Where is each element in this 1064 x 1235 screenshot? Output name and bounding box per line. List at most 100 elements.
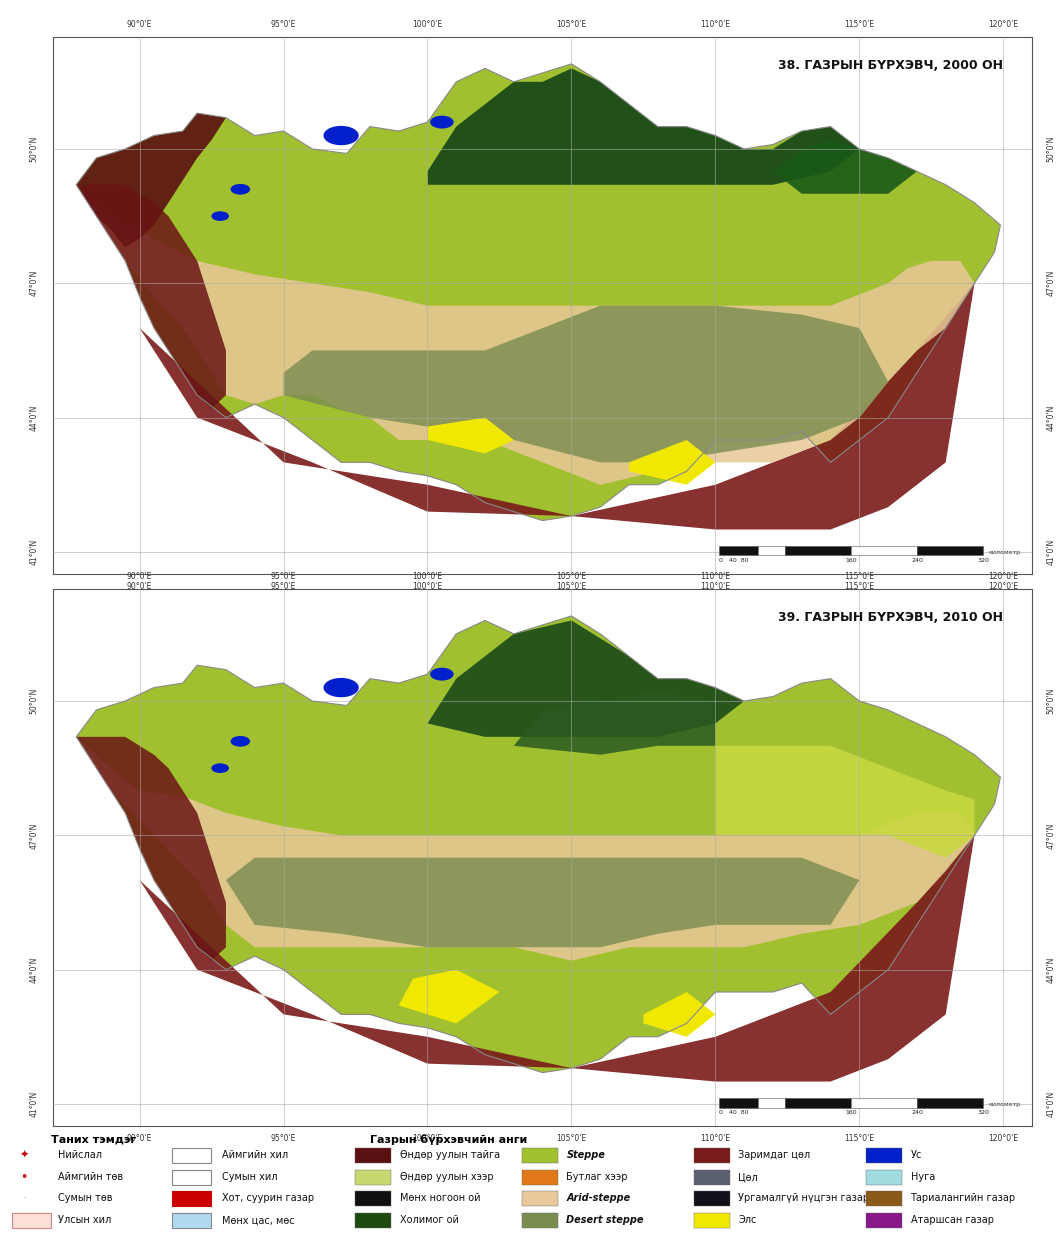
Text: 110°0'E: 110°0'E	[700, 1135, 730, 1144]
Text: 115°0'E: 115°0'E	[845, 583, 875, 592]
Bar	[521, 1191, 558, 1205]
Text: 160: 160	[845, 1110, 857, 1115]
Bar	[917, 546, 983, 556]
Polygon shape	[77, 114, 226, 247]
Bar	[521, 1213, 558, 1228]
Text: 120°0'E: 120°0'E	[988, 583, 1018, 592]
Text: 90°0'E: 90°0'E	[127, 20, 152, 28]
Bar	[172, 1147, 212, 1162]
Text: 240: 240	[911, 1110, 922, 1115]
Text: 105°0'E: 105°0'E	[556, 1135, 586, 1144]
Text: Мөнх цас, мөс: Мөнх цас, мөс	[221, 1215, 295, 1225]
Bar	[694, 1213, 730, 1228]
Circle shape	[430, 116, 453, 128]
Text: 95°0'E: 95°0'E	[271, 20, 296, 28]
Bar	[521, 1147, 558, 1162]
Text: 41°0'N: 41°0'N	[30, 1091, 38, 1118]
Text: Desert steppe: Desert steppe	[566, 1215, 644, 1225]
Text: 120°0'E: 120°0'E	[988, 1135, 1018, 1144]
Text: 90°0'E: 90°0'E	[127, 572, 152, 580]
Text: километр: километр	[988, 1102, 1020, 1107]
Text: 39. ГАЗРЫН БҮРХЭВЧ, 2010 ОН: 39. ГАЗРЫН БҮРХЭВЧ, 2010 ОН	[778, 610, 1002, 624]
Text: Аймгийн төв: Аймгийн төв	[57, 1172, 122, 1182]
Bar	[172, 1170, 212, 1184]
Text: 105°0'E: 105°0'E	[556, 583, 586, 592]
Text: 41°0'N: 41°0'N	[1047, 1091, 1055, 1118]
Text: 105°0'E: 105°0'E	[556, 20, 586, 28]
Polygon shape	[399, 969, 499, 1024]
Text: Элс: Элс	[738, 1215, 757, 1225]
Text: 120°0'E: 120°0'E	[988, 20, 1018, 28]
Text: 115°0'E: 115°0'E	[845, 1135, 875, 1144]
Text: Таних тэмдэг: Таних тэмдэг	[51, 1134, 136, 1144]
Polygon shape	[428, 417, 514, 453]
Text: 44°0'N: 44°0'N	[30, 404, 38, 431]
Text: 50°0'N: 50°0'N	[1047, 136, 1055, 162]
Text: Заримдаг цөл: Заримдаг цөл	[738, 1150, 811, 1160]
Bar	[694, 1170, 730, 1184]
Text: Мөнх ногоон ой: Мөнх ногоон ой	[400, 1193, 480, 1203]
Text: Steppe: Steppe	[566, 1150, 605, 1160]
Polygon shape	[644, 992, 715, 1037]
Bar	[866, 1213, 902, 1228]
Text: 44°0'N: 44°0'N	[1047, 956, 1055, 983]
Text: 240: 240	[911, 558, 922, 563]
Circle shape	[430, 668, 453, 680]
Polygon shape	[428, 68, 860, 185]
Text: •: •	[20, 1171, 28, 1184]
Text: 110°0'E: 110°0'E	[700, 572, 730, 580]
Polygon shape	[77, 185, 226, 409]
Text: 115°0'E: 115°0'E	[845, 20, 875, 28]
Text: 38. ГАЗРЫН БҮРХЭВЧ, 2000 ОН: 38. ГАЗРЫН БҮРХЭВЧ, 2000 ОН	[778, 58, 1002, 72]
Polygon shape	[77, 616, 1000, 1072]
Text: 50°0'N: 50°0'N	[1047, 688, 1055, 714]
Polygon shape	[77, 737, 975, 961]
Text: Бутлаг хээр: Бутлаг хээр	[566, 1172, 628, 1182]
Text: Өндөр уулын хээр: Өндөр уулын хээр	[400, 1172, 494, 1182]
Polygon shape	[715, 746, 975, 857]
Bar	[866, 1170, 902, 1184]
Circle shape	[231, 736, 250, 747]
Bar	[694, 1191, 730, 1205]
Text: Аймгийн хил: Аймгийн хил	[221, 1150, 288, 1160]
Polygon shape	[629, 440, 715, 484]
Bar	[759, 1098, 785, 1108]
Polygon shape	[53, 589, 1032, 1126]
Text: 120°0'E: 120°0'E	[988, 572, 1018, 580]
Text: 95°0'E: 95°0'E	[271, 572, 296, 580]
Text: 44°0'N: 44°0'N	[30, 956, 38, 983]
Polygon shape	[77, 185, 975, 484]
Circle shape	[212, 763, 229, 773]
Text: 47°0'N: 47°0'N	[30, 823, 38, 848]
Text: 100°0'E: 100°0'E	[413, 572, 443, 580]
Text: Ус: Ус	[911, 1150, 921, 1160]
Text: 115°0'E: 115°0'E	[845, 572, 875, 580]
Bar	[521, 1170, 558, 1184]
Text: Сумын төв: Сумын төв	[57, 1193, 112, 1203]
Bar	[172, 1191, 212, 1205]
Bar	[719, 546, 759, 556]
Text: 47°0'N: 47°0'N	[1047, 270, 1055, 296]
Bar	[785, 1098, 851, 1108]
Bar	[917, 1098, 983, 1108]
Bar	[759, 546, 785, 556]
Bar	[354, 1147, 392, 1162]
Bar	[866, 1147, 902, 1162]
Circle shape	[231, 184, 250, 195]
Circle shape	[323, 126, 359, 146]
Text: 47°0'N: 47°0'N	[30, 270, 38, 296]
Text: Газрын бүрхэвчийн анги: Газрын бүрхэвчийн анги	[370, 1134, 527, 1145]
Text: 0   40  80: 0 40 80	[719, 558, 748, 563]
Bar	[851, 1098, 917, 1108]
Text: 50°0'N: 50°0'N	[30, 688, 38, 714]
Text: 0   40  80: 0 40 80	[719, 1110, 748, 1115]
Text: 44°0'N: 44°0'N	[1047, 404, 1055, 431]
Text: ✦: ✦	[19, 1150, 29, 1160]
Polygon shape	[428, 620, 744, 737]
Bar	[354, 1191, 392, 1205]
Text: Хот, суурин газар: Хот, суурин газар	[221, 1193, 314, 1203]
Text: 110°0'E: 110°0'E	[700, 583, 730, 592]
Polygon shape	[139, 835, 975, 1082]
Circle shape	[212, 211, 229, 221]
Circle shape	[323, 678, 359, 698]
